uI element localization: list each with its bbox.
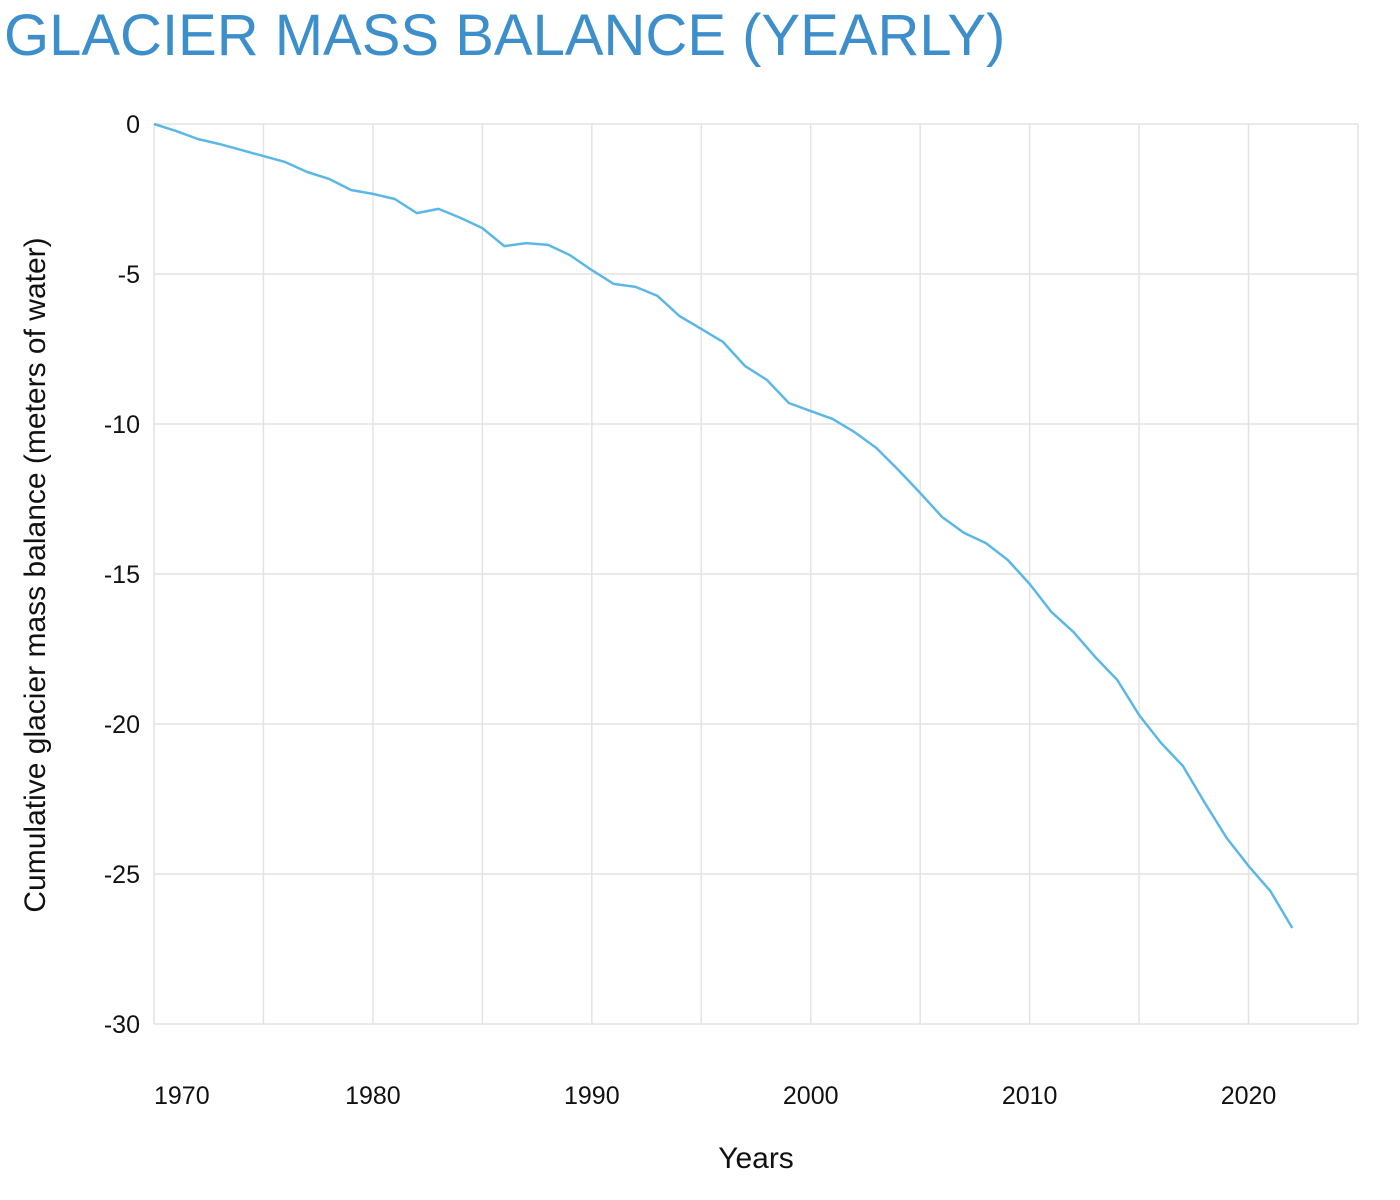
- x-tick-label: 2010: [1002, 1082, 1058, 1110]
- y-tick-label: -15: [104, 561, 140, 589]
- chart-title: GLACIER MASS BALANCE (YEARLY): [4, 3, 1006, 68]
- x-tick-label: 2020: [1221, 1082, 1277, 1110]
- y-tick-label: -30: [104, 1011, 140, 1039]
- y-tick-label: 0: [126, 111, 140, 139]
- data-line: [153, 122, 1294, 929]
- grid: [153, 123, 1359, 1025]
- y-tick-label: -20: [104, 711, 140, 739]
- x-tick-label: 1980: [345, 1082, 401, 1110]
- x-axis-title: Years: [718, 1142, 794, 1175]
- y-tick-label: -25: [104, 861, 140, 889]
- x-tick-label: 2000: [783, 1082, 839, 1110]
- x-tick-label: 1990: [564, 1082, 620, 1110]
- y-tick-label: -5: [118, 261, 140, 289]
- tick-labels: 0 -5 -10 -15 -20 -25 -30 1970 1980 1990 2000 2010 20…: [104, 111, 1276, 1110]
- y-tick-label: -10: [104, 411, 140, 439]
- x-tick-label: 1970: [154, 1082, 210, 1110]
- series: [153, 122, 1294, 929]
- y-axis-title: Cumulative glacier mass balance (meters …: [19, 237, 52, 912]
